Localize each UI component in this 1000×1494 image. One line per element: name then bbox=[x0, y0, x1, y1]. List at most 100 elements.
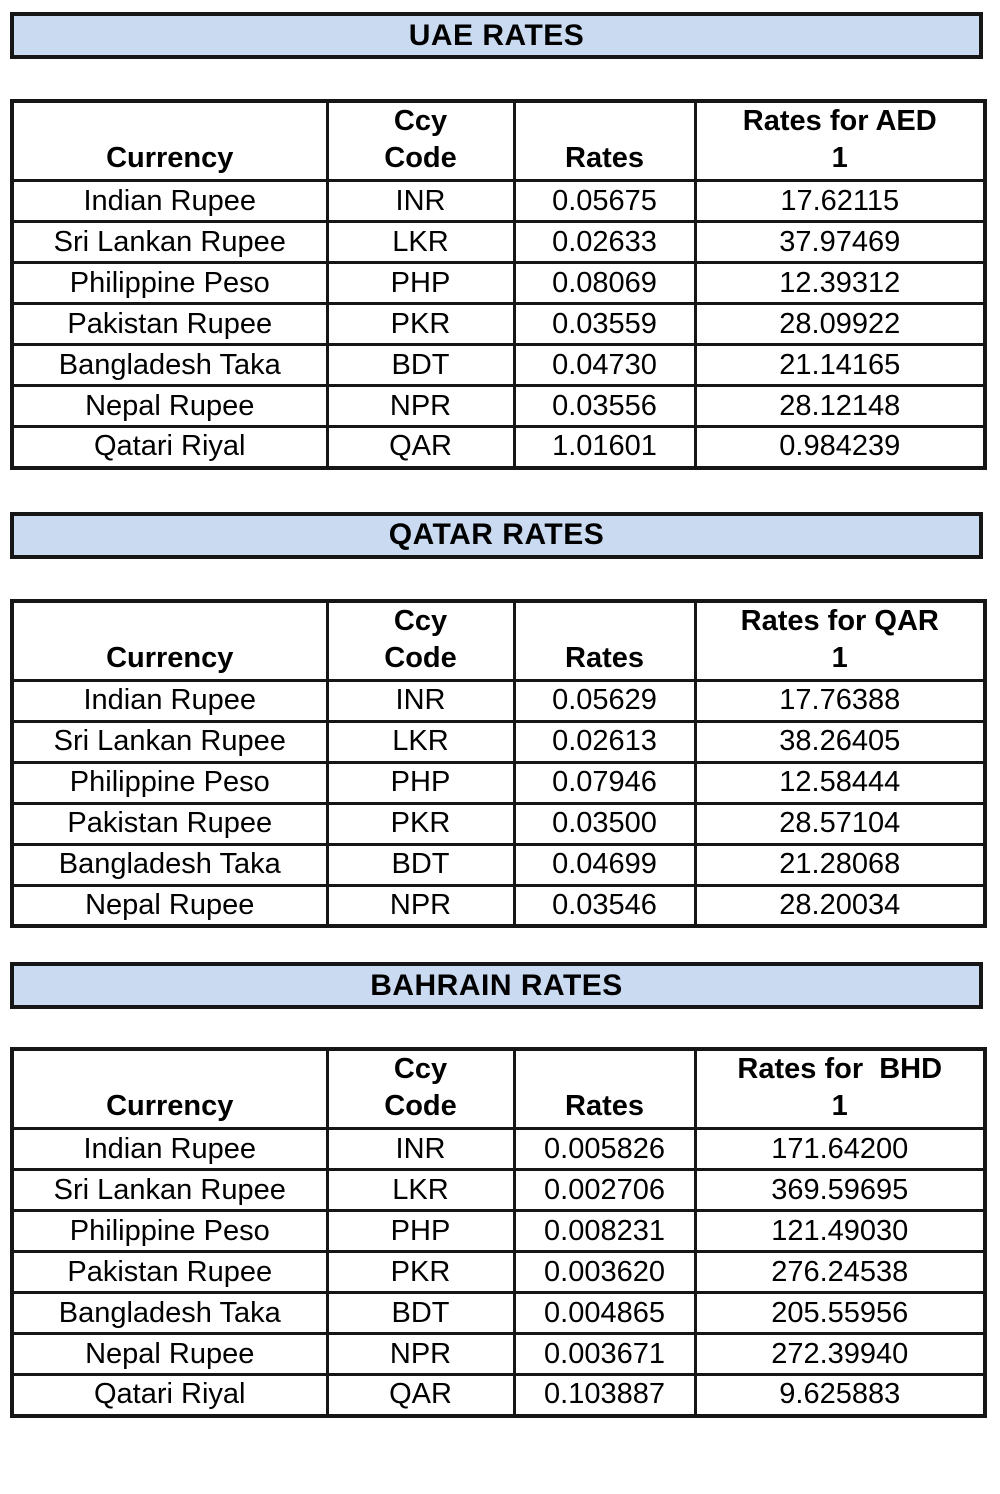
rate-for-one-cell: 12.39312 bbox=[693, 261, 987, 305]
rate-for-one-cell: 17.76388 bbox=[693, 678, 987, 723]
ccy-code-cell: BDT bbox=[325, 1291, 516, 1335]
rate-for-one-cell: 171.64200 bbox=[693, 1127, 987, 1171]
currency-cell: Sri Lankan Rupee bbox=[10, 719, 329, 764]
rates-column-header: Rates bbox=[512, 1047, 697, 1130]
rate-cell: 0.05629 bbox=[512, 678, 697, 723]
page: UAE RATES Currency Ccy Code Rates Rates … bbox=[10, 12, 987, 1418]
qatar-rates-banner: QATAR RATES bbox=[10, 511, 983, 559]
rate-for-one-cell: 17.62115 bbox=[693, 179, 987, 223]
rate-cell: 0.008231 bbox=[512, 1209, 697, 1253]
currency-cell: Philippine Peso bbox=[10, 760, 329, 805]
ccy-code-cell: INR bbox=[325, 179, 516, 223]
rate-for-one-cell: 28.20034 bbox=[693, 883, 987, 928]
rate-cell: 0.03556 bbox=[512, 384, 697, 428]
ccy-code-column-header: Ccy Code bbox=[325, 99, 516, 182]
ccy-code-cell: INR bbox=[325, 1127, 516, 1171]
currency-cell: Nepal Rupee bbox=[10, 384, 329, 428]
rate-for-one-cell: 121.49030 bbox=[693, 1209, 987, 1253]
rates-for-one-column-header: Rates for AED 1 bbox=[693, 99, 987, 182]
ccy-code-cell: NPR bbox=[325, 1332, 516, 1376]
rate-cell: 1.01601 bbox=[512, 425, 697, 469]
rates-for-one-column-header: Rates for QAR 1 bbox=[693, 599, 987, 682]
currency-cell: Qatari Riyal bbox=[10, 425, 329, 469]
table-row: Qatari Riyal QAR 1.01601 0.984239 bbox=[10, 425, 987, 469]
rate-cell: 0.103887 bbox=[512, 1373, 697, 1417]
table-row: Bangladesh Taka BDT 0.04730 21.14165 bbox=[10, 343, 987, 387]
uae-rates-table: Currency Ccy Code Rates Rates for AED 1 … bbox=[10, 99, 987, 470]
currency-cell: Bangladesh Taka bbox=[10, 343, 329, 387]
rate-cell: 0.004865 bbox=[512, 1291, 697, 1335]
rate-cell: 0.02613 bbox=[512, 719, 697, 764]
uae-rates-banner: UAE RATES bbox=[10, 12, 983, 59]
rate-cell: 0.05675 bbox=[512, 179, 697, 223]
bahrain-rates-banner-title: BAHRAIN RATES bbox=[370, 968, 623, 1002]
ccy-code-column-header: Ccy Code bbox=[325, 1047, 516, 1130]
currency-cell: Philippine Peso bbox=[10, 261, 329, 305]
currency-cell: Bangladesh Taka bbox=[10, 1291, 329, 1335]
rate-cell: 0.02633 bbox=[512, 220, 697, 264]
table-row: Pakistan Rupee PKR 0.003620 276.24538 bbox=[10, 1250, 987, 1294]
table-row: Sri Lankan Rupee LKR 0.02633 37.97469 bbox=[10, 220, 987, 264]
currency-cell: Philippine Peso bbox=[10, 1209, 329, 1253]
rate-for-one-cell: 369.59695 bbox=[693, 1168, 987, 1212]
currency-cell: Pakistan Rupee bbox=[10, 1250, 329, 1294]
rate-for-one-cell: 28.09922 bbox=[693, 302, 987, 346]
rate-cell: 0.002706 bbox=[512, 1168, 697, 1212]
rate-cell: 0.003671 bbox=[512, 1332, 697, 1376]
currency-cell: Sri Lankan Rupee bbox=[10, 1168, 329, 1212]
table-row: Nepal Rupee NPR 0.03556 28.12148 bbox=[10, 384, 987, 428]
rate-cell: 0.07946 bbox=[512, 760, 697, 805]
rates-for-one-column-header: Rates for BHD 1 bbox=[693, 1047, 987, 1130]
rate-for-one-cell: 205.55956 bbox=[693, 1291, 987, 1335]
rate-cell: 0.04699 bbox=[512, 842, 697, 887]
ccy-code-cell: BDT bbox=[325, 842, 516, 887]
ccy-code-cell: PKR bbox=[325, 302, 516, 346]
ccy-code-cell: PKR bbox=[325, 1250, 516, 1294]
table-row: Indian Rupee INR 0.05629 17.76388 bbox=[10, 678, 987, 723]
currency-cell: Qatari Riyal bbox=[10, 1373, 329, 1417]
rate-for-one-cell: 38.26405 bbox=[693, 719, 987, 764]
ccy-code-cell: LKR bbox=[325, 719, 516, 764]
ccy-code-cell: PKR bbox=[325, 801, 516, 846]
ccy-code-cell: BDT bbox=[325, 343, 516, 387]
uae-rates-banner-title: UAE RATES bbox=[408, 18, 585, 52]
rate-cell: 0.03546 bbox=[512, 883, 697, 928]
table-row: Philippine Peso PHP 0.008231 121.49030 bbox=[10, 1209, 987, 1253]
table-row: Sri Lankan Rupee LKR 0.002706 369.59695 bbox=[10, 1168, 987, 1212]
table-row: Indian Rupee INR 0.05675 17.62115 bbox=[10, 179, 987, 223]
currency-cell: Indian Rupee bbox=[10, 678, 329, 723]
rate-for-one-cell: 272.39940 bbox=[693, 1332, 987, 1376]
header-row: Currency Ccy Code Rates Rates for BHD 1 bbox=[10, 1047, 987, 1130]
rates-column-header: Rates bbox=[512, 599, 697, 682]
currency-cell: Pakistan Rupee bbox=[10, 801, 329, 846]
table-row: Philippine Peso PHP 0.07946 12.58444 bbox=[10, 760, 987, 805]
ccy-code-cell: PHP bbox=[325, 1209, 516, 1253]
qatar-rates-table: Currency Ccy Code Rates Rates for QAR 1 … bbox=[10, 598, 987, 928]
rate-cell: 0.08069 bbox=[512, 261, 697, 305]
table-row: Bangladesh Taka BDT 0.004865 205.55956 bbox=[10, 1291, 987, 1335]
currency-cell: Pakistan Rupee bbox=[10, 302, 329, 346]
table-row: Bangladesh Taka BDT 0.04699 21.28068 bbox=[10, 842, 987, 887]
rate-for-one-cell: 0.984239 bbox=[693, 425, 987, 469]
rate-cell: 0.005826 bbox=[512, 1127, 697, 1171]
ccy-code-cell: NPR bbox=[325, 883, 516, 928]
ccy-code-cell: QAR bbox=[325, 425, 516, 469]
table-row: Indian Rupee INR 0.005826 171.64200 bbox=[10, 1127, 987, 1171]
rates-column-header: Rates bbox=[512, 99, 697, 182]
ccy-code-cell: PHP bbox=[325, 261, 516, 305]
ccy-code-cell: PHP bbox=[325, 760, 516, 805]
rate-cell: 0.03559 bbox=[512, 302, 697, 346]
table-row: Nepal Rupee NPR 0.03546 28.20034 bbox=[10, 883, 987, 928]
qatar-rates-banner-title: QATAR RATES bbox=[388, 518, 605, 551]
ccy-code-cell: QAR bbox=[325, 1373, 516, 1417]
ccy-code-column-header: Ccy Code bbox=[325, 599, 516, 682]
rate-cell: 0.04730 bbox=[512, 343, 697, 387]
header-row: Currency Ccy Code Rates Rates for QAR 1 bbox=[10, 599, 987, 682]
ccy-code-cell: LKR bbox=[325, 1168, 516, 1212]
rate-for-one-cell: 21.28068 bbox=[693, 842, 987, 887]
ccy-code-cell: LKR bbox=[325, 220, 516, 264]
rate-for-one-cell: 21.14165 bbox=[693, 343, 987, 387]
currency-column-header: Currency bbox=[10, 599, 329, 682]
currency-cell: Nepal Rupee bbox=[10, 883, 329, 928]
rate-for-one-cell: 276.24538 bbox=[693, 1250, 987, 1294]
